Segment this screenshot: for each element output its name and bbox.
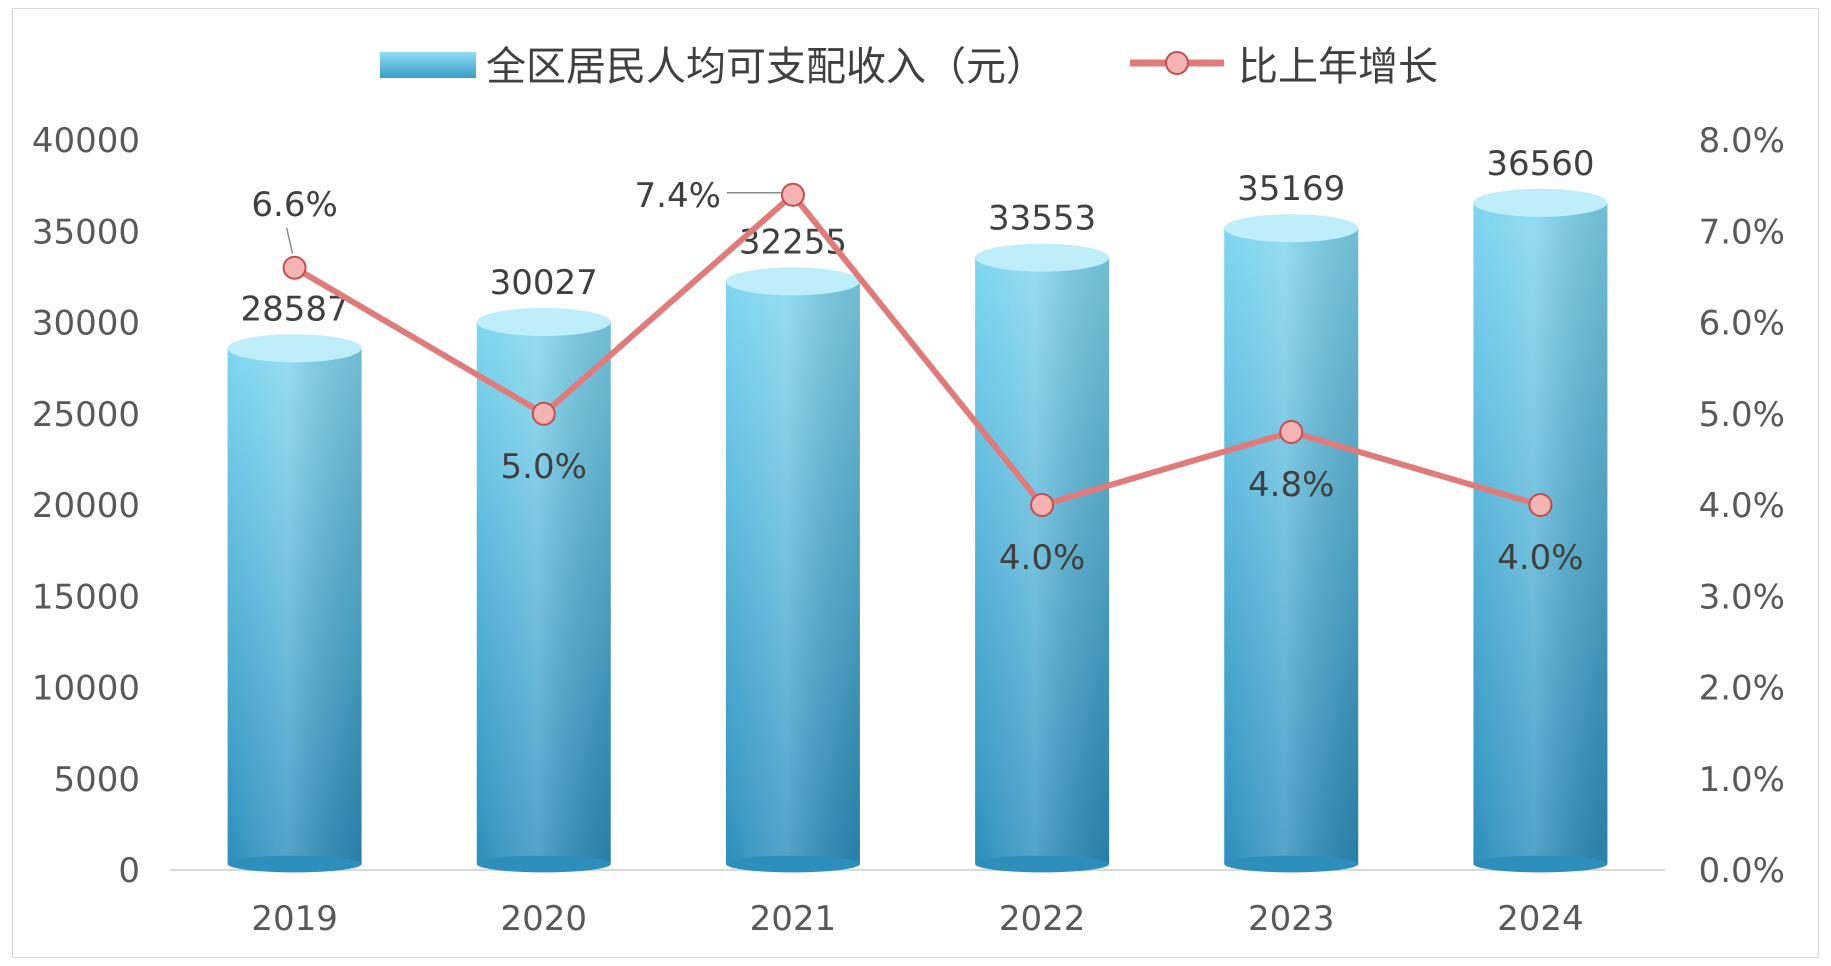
- left-tick-label: 35000: [32, 212, 140, 252]
- left-tick-label: 30000: [32, 304, 140, 344]
- leader-lines: [285, 192, 781, 254]
- bar-shade: [725, 281, 860, 864]
- left-tick-label: 5000: [53, 760, 140, 800]
- bar-2024: [1473, 188, 1608, 873]
- right-tick-label: 5.0%: [1699, 395, 1785, 435]
- bar-value-label: 33553: [988, 199, 1096, 239]
- growth-value-label: 6.6%: [251, 185, 337, 225]
- left-axis: 0 5000 10000 15000 20000 25000 30000 35000 40000: [32, 121, 140, 891]
- legend: 全区居民人均可支配收入（元） 比上年增长: [380, 44, 1438, 90]
- x-tick-label: 2022: [999, 899, 1086, 939]
- bar-base: [1473, 855, 1608, 873]
- right-axis: 0.0% 1.0% 2.0% 3.0% 4.0% 5.0% 6.0% 7.0% 8.0%: [1699, 121, 1785, 891]
- growth-marker: [1030, 493, 1055, 517]
- bar-cap: [1224, 214, 1359, 243]
- bar-value-label: 30027: [490, 263, 598, 303]
- growth-markers: [282, 182, 1553, 517]
- bar-base: [725, 855, 860, 873]
- growth-line: [293, 191, 1542, 508]
- left-tick-label: 0: [118, 851, 140, 891]
- left-tick-label: 25000: [32, 395, 140, 435]
- legend-label-growth: 比上年增长: [1238, 44, 1438, 90]
- x-axis: 2019 2020 2021 2022 2023 2024: [251, 899, 1583, 939]
- growth-value-label: 4.0%: [999, 538, 1085, 578]
- growth-value-label: 4.0%: [1497, 538, 1583, 578]
- bar-value-label: 36560: [1486, 144, 1594, 184]
- left-tick-label: 20000: [32, 486, 140, 526]
- x-tick-label: 2024: [1497, 899, 1584, 939]
- right-tick-label: 0.0%: [1699, 851, 1785, 891]
- right-tick-label: 4.0%: [1699, 486, 1785, 526]
- growth-data-labels: 6.6% 5.0% 7.4% 4.0% 4.8% 4.0%: [251, 176, 1583, 578]
- growth-marker: [531, 401, 556, 426]
- right-tick-label: 1.0%: [1699, 760, 1785, 800]
- bar-shade: [227, 348, 362, 865]
- legend-label-income: 全区居民人均可支配收入（元）: [486, 44, 1046, 90]
- bar-shade: [1224, 228, 1359, 864]
- right-tick-label: 3.0%: [1699, 577, 1785, 617]
- growth-marker: [1528, 493, 1553, 517]
- bar-base: [476, 855, 611, 873]
- bar-base: [1224, 855, 1359, 873]
- growth-marker: [1279, 420, 1304, 444]
- growth-value-label: 4.8%: [1248, 465, 1334, 505]
- bar-value-label: 28587: [240, 289, 348, 329]
- bar-shade: [1473, 202, 1608, 864]
- leader-line: [285, 227, 294, 254]
- growth-value-label: 7.4%: [635, 176, 721, 216]
- right-tick-label: 2.0%: [1699, 669, 1785, 709]
- right-tick-label: 7.0%: [1699, 212, 1785, 252]
- x-tick-label: 2019: [251, 899, 338, 939]
- bar-2020: [476, 308, 611, 873]
- x-tick-label: 2020: [500, 899, 587, 939]
- left-tick-label: 15000: [32, 577, 140, 617]
- bar-value-label: 35169: [1237, 169, 1345, 209]
- bar-base: [227, 855, 362, 873]
- right-tick-label: 6.0%: [1699, 304, 1785, 344]
- bar-base: [975, 855, 1110, 873]
- bar-cap: [1473, 188, 1608, 217]
- legend-swatch-growth-marker: [1165, 51, 1189, 75]
- bar-cap: [725, 267, 860, 296]
- bar-series: [227, 188, 1608, 873]
- growth-marker: [282, 255, 307, 280]
- bar-cap: [476, 308, 611, 337]
- right-tick-label: 8.0%: [1699, 121, 1785, 161]
- bar-2021: [725, 267, 860, 873]
- left-tick-label: 40000: [32, 121, 140, 161]
- left-tick-label: 10000: [32, 669, 140, 709]
- bar-cap: [975, 243, 1110, 272]
- growth-value-label: 5.0%: [501, 447, 587, 487]
- x-tick-label: 2023: [1248, 899, 1335, 939]
- bar-shade: [975, 257, 1110, 865]
- bar-2022: [975, 243, 1110, 873]
- growth-marker: [780, 182, 805, 207]
- bar-2023: [1224, 214, 1359, 873]
- legend-swatch-income: [380, 52, 476, 78]
- bar-2019: [227, 334, 362, 873]
- bar-cap: [227, 334, 362, 363]
- x-tick-label: 2021: [750, 899, 837, 939]
